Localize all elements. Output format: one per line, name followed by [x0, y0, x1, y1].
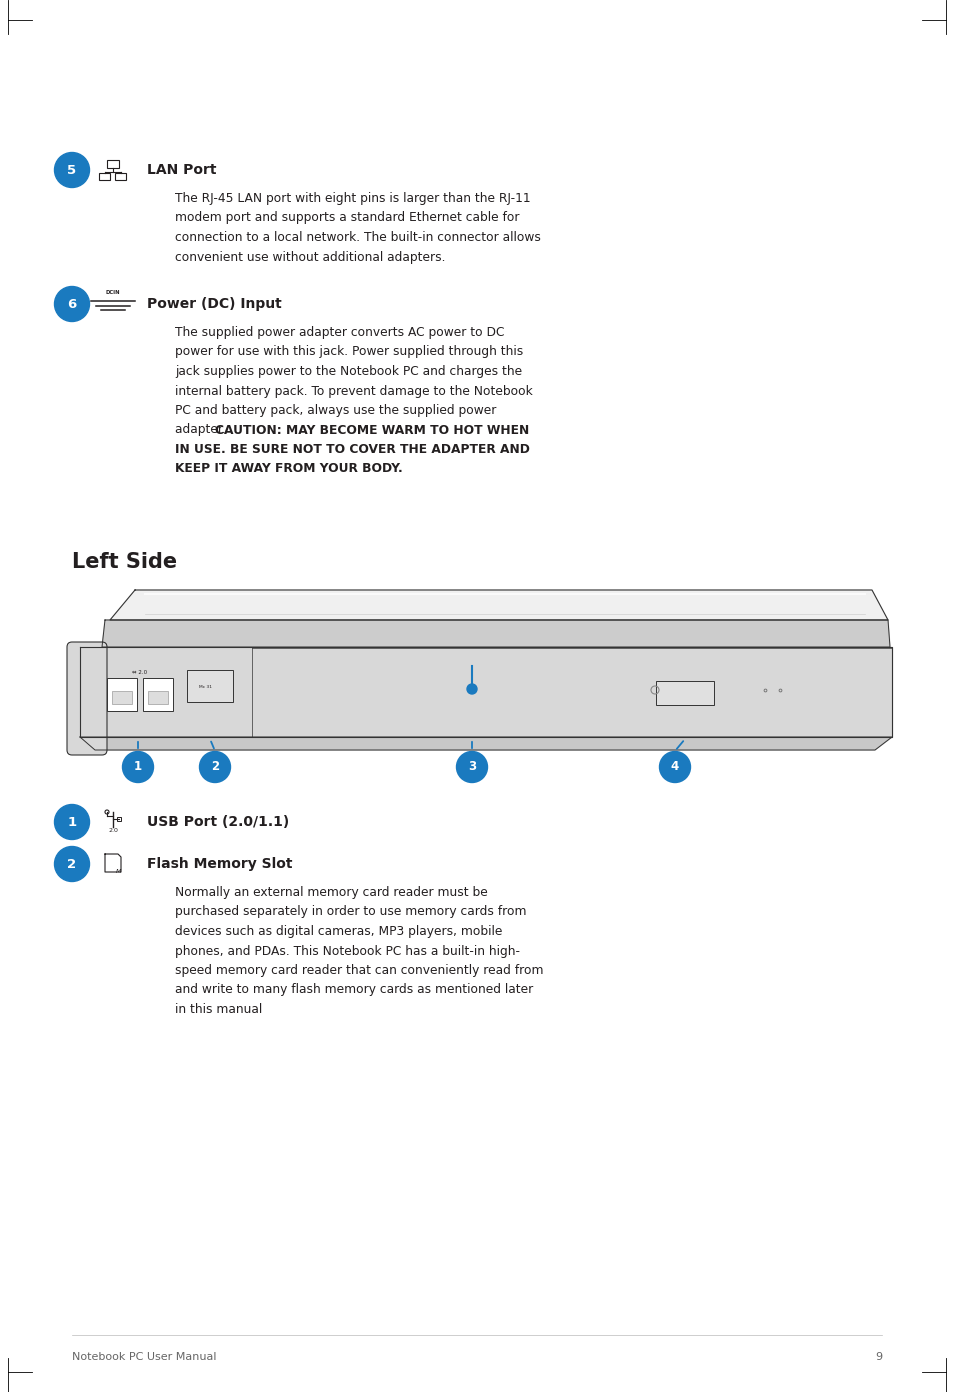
FancyBboxPatch shape — [143, 678, 172, 710]
Text: 2: 2 — [68, 857, 76, 870]
Text: LAN Port: LAN Port — [147, 163, 216, 177]
Text: M: M — [115, 869, 121, 874]
Bar — [107, 160, 119, 168]
Text: KEEP IT AWAY FROM YOUR BODY.: KEEP IT AWAY FROM YOUR BODY. — [174, 462, 402, 476]
Text: Normally an external memory card reader must be
purchased separately in order to: Normally an external memory card reader … — [174, 885, 543, 1016]
Text: 9: 9 — [874, 1352, 882, 1361]
Polygon shape — [80, 736, 891, 750]
Text: 4: 4 — [670, 760, 679, 774]
Text: 6: 6 — [68, 298, 76, 310]
Text: 2: 2 — [211, 760, 219, 774]
Circle shape — [467, 683, 476, 695]
Polygon shape — [110, 590, 887, 619]
Text: 2.0: 2.0 — [108, 828, 118, 834]
Bar — [115, 173, 126, 180]
Circle shape — [54, 846, 90, 881]
Text: adapter.: adapter. — [174, 423, 230, 437]
Text: Flash Memory Slot: Flash Memory Slot — [147, 857, 293, 871]
Text: CAUTION: MAY BECOME WARM TO HOT WHEN: CAUTION: MAY BECOME WARM TO HOT WHEN — [214, 423, 529, 437]
Text: The supplied power adapter converts AC power to DC: The supplied power adapter converts AC p… — [174, 326, 504, 340]
Circle shape — [54, 805, 90, 839]
Text: Notebook PC User Manual: Notebook PC User Manual — [71, 1352, 216, 1361]
Text: power for use with this jack. Power supplied through this: power for use with this jack. Power supp… — [174, 345, 522, 359]
Circle shape — [456, 752, 487, 782]
Text: USB Port (2.0/1.1): USB Port (2.0/1.1) — [147, 814, 289, 830]
Circle shape — [659, 752, 690, 782]
Text: PC and battery pack, always use the supplied power: PC and battery pack, always use the supp… — [174, 404, 496, 418]
Text: IN USE. BE SURE NOT TO COVER THE ADAPTER AND: IN USE. BE SURE NOT TO COVER THE ADAPTER… — [174, 443, 529, 457]
Text: 1: 1 — [68, 816, 76, 828]
FancyBboxPatch shape — [112, 690, 132, 704]
FancyBboxPatch shape — [187, 670, 233, 702]
Text: jack supplies power to the Notebook PC and charges the: jack supplies power to the Notebook PC a… — [174, 365, 521, 379]
Circle shape — [54, 153, 90, 188]
FancyBboxPatch shape — [148, 690, 168, 704]
Text: Power (DC) Input: Power (DC) Input — [147, 296, 281, 310]
Text: Left Side: Left Side — [71, 553, 177, 572]
Text: 5: 5 — [68, 163, 76, 177]
Text: Mc 31: Mc 31 — [198, 685, 212, 689]
Text: 1: 1 — [133, 760, 142, 774]
Circle shape — [54, 287, 90, 322]
Polygon shape — [80, 647, 891, 736]
Circle shape — [199, 752, 231, 782]
Text: 3: 3 — [468, 760, 476, 774]
Bar — [117, 817, 121, 821]
FancyBboxPatch shape — [656, 681, 713, 704]
FancyBboxPatch shape — [67, 642, 107, 754]
Circle shape — [122, 752, 153, 782]
Text: ⇔ 2.0: ⇔ 2.0 — [132, 670, 148, 675]
Polygon shape — [102, 619, 889, 647]
Text: The RJ-45 LAN port with eight pins is larger than the RJ-11
modem port and suppo: The RJ-45 LAN port with eight pins is la… — [174, 192, 540, 263]
FancyBboxPatch shape — [107, 678, 137, 710]
Text: internal battery pack. To prevent damage to the Notebook: internal battery pack. To prevent damage… — [174, 384, 532, 398]
Bar — [99, 173, 110, 180]
Text: DCIN: DCIN — [106, 291, 120, 295]
